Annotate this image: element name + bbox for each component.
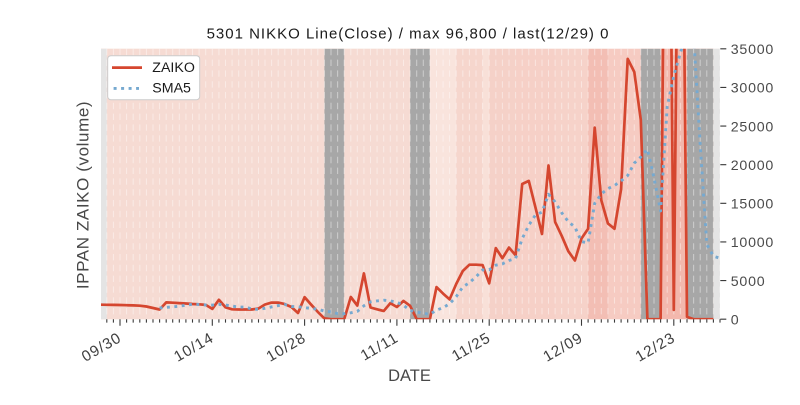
svg-text:DATE: DATE: [388, 367, 431, 385]
svg-text:30000: 30000: [731, 81, 774, 97]
svg-text:10000: 10000: [731, 235, 774, 251]
svg-text:15000: 15000: [731, 197, 774, 213]
svg-text:IPPAN ZAIKO (volume): IPPAN ZAIKO (volume): [73, 101, 92, 289]
svg-text:25000: 25000: [731, 119, 774, 135]
svg-text:0: 0: [731, 312, 740, 328]
svg-text:35000: 35000: [731, 42, 774, 58]
svg-text:5301 NIKKO Line(Close) / max 9: 5301 NIKKO Line(Close) / max 96,800 / la…: [207, 26, 610, 43]
svg-text:5000: 5000: [731, 274, 766, 290]
svg-text:SMA5: SMA5: [152, 81, 191, 97]
svg-text:20000: 20000: [731, 158, 774, 174]
svg-text:ZAIKO: ZAIKO: [152, 60, 195, 76]
